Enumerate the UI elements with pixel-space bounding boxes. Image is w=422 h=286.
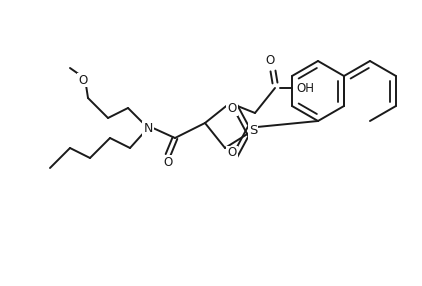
Text: O: O [227, 102, 237, 116]
Text: S: S [249, 124, 257, 138]
Text: O: O [265, 55, 275, 67]
Text: N: N [143, 122, 153, 134]
Text: O: O [78, 74, 88, 86]
Text: O: O [227, 146, 237, 160]
Text: OH: OH [296, 82, 314, 94]
Text: O: O [163, 156, 173, 168]
